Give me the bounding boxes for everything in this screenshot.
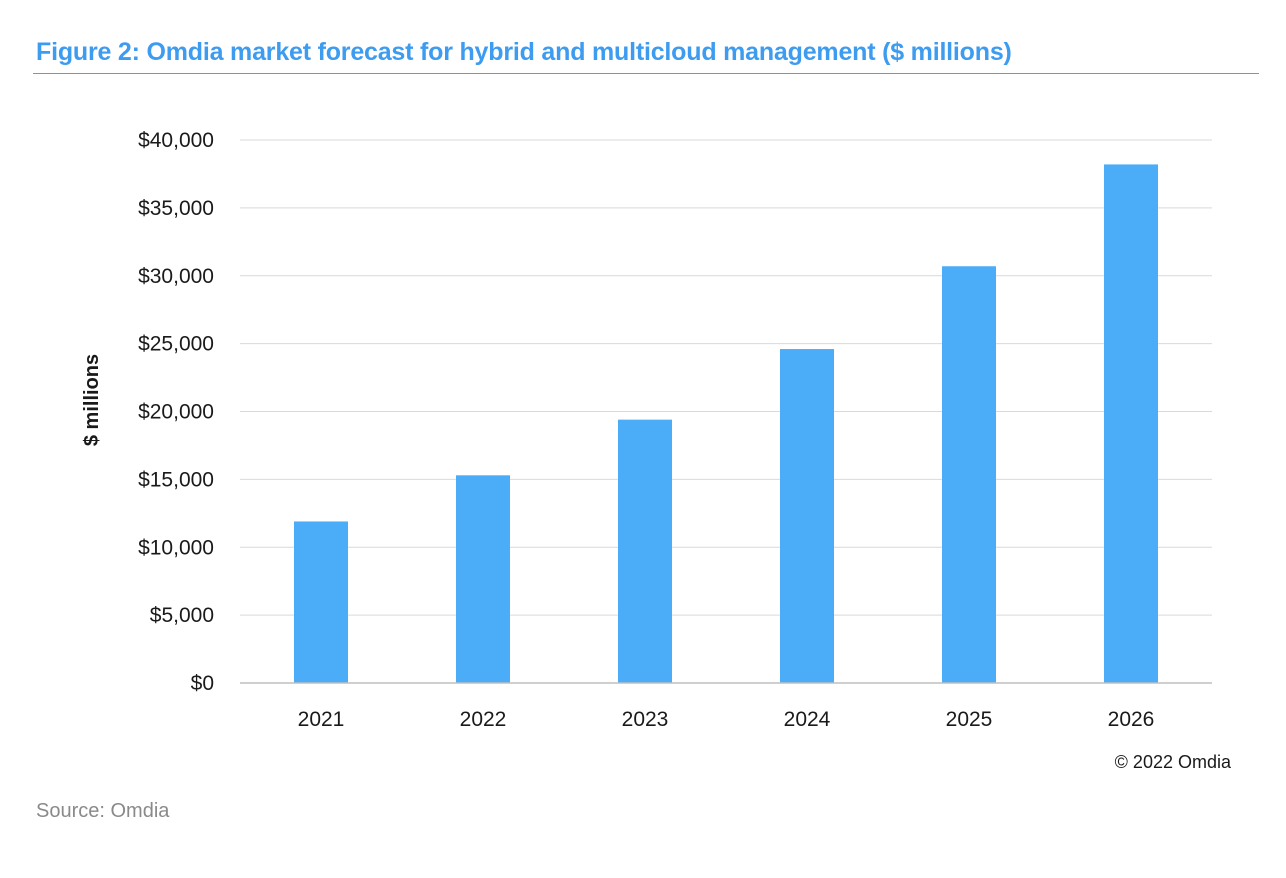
y-tick-label: $35,000: [138, 197, 214, 220]
copyright-note: © 2022 Omdia: [1115, 752, 1232, 772]
x-tick-label: 2021: [298, 708, 345, 731]
y-tick-label: $20,000: [138, 401, 214, 424]
y-tick-label: $15,000: [138, 468, 214, 491]
x-tick-labels: 2021 2022 2023 2024 2025 2026: [298, 708, 1155, 731]
x-tick-label: 2026: [1108, 708, 1155, 731]
bar-chart: $0 $5,000 $10,000 $15,000 $20,000 $25,000 $30,…: [81, 129, 1232, 772]
y-axis-label: $ millions: [81, 354, 103, 446]
bar-2024: [780, 349, 834, 683]
bar-2022: [456, 475, 510, 683]
x-tick-label: 2022: [460, 708, 507, 731]
y-tick-label: $40,000: [138, 129, 214, 152]
bars: [294, 164, 1158, 683]
y-tick-labels: $0 $5,000 $10,000 $15,000 $20,000 $25,000 $30,…: [138, 129, 214, 695]
figure-title: Figure 2: Omdia market forecast for hybr…: [36, 38, 1012, 66]
source-note: Source: Omdia: [36, 800, 170, 822]
y-tick-label: $30,000: [138, 265, 214, 288]
y-tick-label: $25,000: [138, 333, 214, 356]
y-tick-label: $10,000: [138, 536, 214, 559]
x-tick-label: 2025: [946, 708, 993, 731]
x-tick-label: 2024: [784, 708, 831, 731]
bar-2026: [1104, 164, 1158, 683]
x-tick-label: 2023: [622, 708, 669, 731]
bar-2021: [294, 521, 348, 683]
gridlines: [240, 139, 1212, 616]
y-tick-label: $0: [191, 672, 214, 695]
y-tick-label: $5,000: [150, 604, 214, 627]
title-divider: [33, 73, 1259, 74]
bar-2025: [942, 266, 996, 683]
bar-2023: [618, 419, 672, 683]
